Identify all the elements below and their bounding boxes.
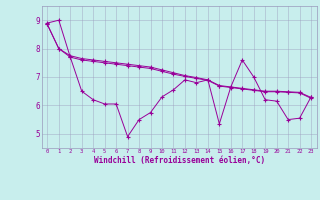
X-axis label: Windchill (Refroidissement éolien,°C): Windchill (Refroidissement éolien,°C) xyxy=(94,156,265,165)
